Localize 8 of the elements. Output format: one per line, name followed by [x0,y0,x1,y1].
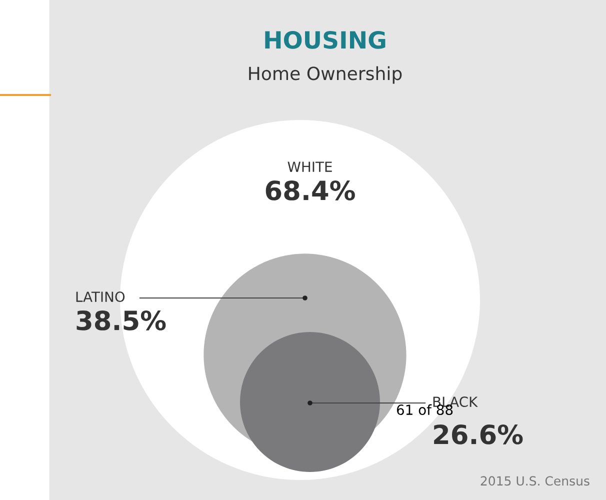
category-label: LATINO [76,292,125,302]
data-label: 68.4% [266,180,355,200]
data-label: 26.6% [434,424,523,444]
text: 2015 U.S. Census [480,476,590,486]
data-label: 38.5% [76,310,166,330]
text: HOUSING [265,30,386,49]
text: Home Ownership [249,66,402,84]
category-label: WHITE [288,162,332,172]
